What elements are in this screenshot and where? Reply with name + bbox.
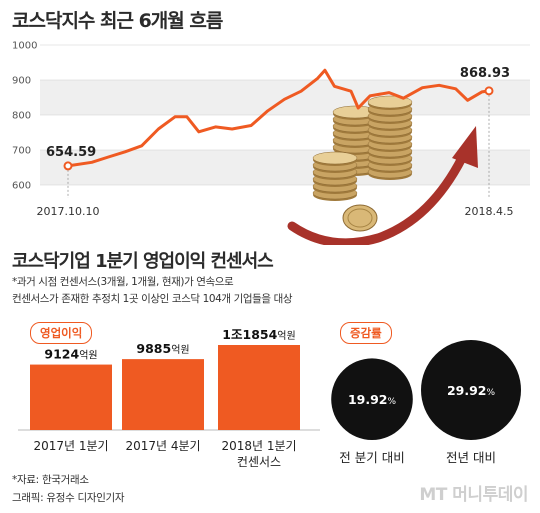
end-point-marker xyxy=(484,86,494,96)
coin-rim xyxy=(347,208,373,228)
coin xyxy=(367,95,413,109)
bar-1 xyxy=(30,364,112,430)
bubble-value-label: 29.92% xyxy=(447,383,496,398)
note-line-1: *과거 시점 컨센서스(3개월, 1개월, 현재)가 연속으로 xyxy=(12,276,234,288)
change-rate-tag: 증감률 xyxy=(340,322,392,344)
y-tick-label: 900 xyxy=(12,76,31,87)
operating-profit-bar-chart: 9124억원 9885억원 1조1854억원 2017년 1분기 2017년 4분기 20… xyxy=(18,327,320,469)
publisher-logo: MT 머니투데이 xyxy=(419,485,528,505)
bar-category-label: 2017년 4분기 xyxy=(125,439,200,453)
bubble-value-label: 19.92% xyxy=(348,392,397,407)
change-rate-bubble-chart: 19.92% 전 분기 대비 29.92% 전년 대비 xyxy=(331,340,521,465)
grid-band xyxy=(40,45,530,80)
grid-band xyxy=(40,115,530,150)
start-value-label: 654.59 xyxy=(46,145,96,160)
bubble-1 xyxy=(331,358,413,440)
bar-category-label: 2018년 1분기 xyxy=(221,439,296,453)
kosdaq-series-line xyxy=(67,68,490,168)
kosdaq-line-chart: 1000 900 800 700 600 2017.10.10 2018.4.5 654.5… xyxy=(12,41,530,245)
bar-value-label: 9885억원 xyxy=(136,341,189,356)
line-chart-title: 코스닥지수 최근 6개월 흐름 xyxy=(12,10,223,32)
y-tick-label: 1000 xyxy=(12,41,37,52)
start-point-marker xyxy=(63,161,73,171)
rising-arrow-head xyxy=(452,126,478,168)
y-tick-label: 800 xyxy=(12,111,31,122)
bar-chart-title: 코스닥기업 1분기 영업이익 컨센서스 xyxy=(12,251,274,272)
bubble-category-label: 전년 대비 xyxy=(446,450,496,465)
y-tick-label: 700 xyxy=(12,146,31,157)
coin xyxy=(312,151,358,165)
coin-stack-illustration xyxy=(287,95,478,245)
bar-value-label: 9124억원 xyxy=(44,347,97,362)
x-tick-label: 2017.10.10 xyxy=(37,205,100,218)
bar-value-label: 1조1854억원 xyxy=(222,327,295,342)
end-value-label: 868.93 xyxy=(460,66,510,81)
rising-arrow-shaft xyxy=(287,153,467,245)
x-tick-label: 2018.4.5 xyxy=(465,205,514,218)
source-note: *자료: 한국거래소 xyxy=(12,474,89,486)
bar-category-label: 컨센서스 xyxy=(237,455,281,469)
operating-profit-tag: 영업이익 xyxy=(30,322,93,344)
bubble-2 xyxy=(421,340,521,440)
graphic-credit: 그래픽: 유정수 디자인기자 xyxy=(12,492,125,504)
y-tick-label: 600 xyxy=(12,181,31,192)
bar-category-label: 2017년 1분기 xyxy=(33,439,108,453)
bar-2 xyxy=(122,359,204,430)
bubble-category-label: 전 분기 대비 xyxy=(339,450,404,465)
note-line-2: 컨센서스가 존재한 추정치 1곳 이상인 코스닥 104개 기업들을 대상 xyxy=(12,293,293,305)
bar-3 xyxy=(218,345,300,430)
